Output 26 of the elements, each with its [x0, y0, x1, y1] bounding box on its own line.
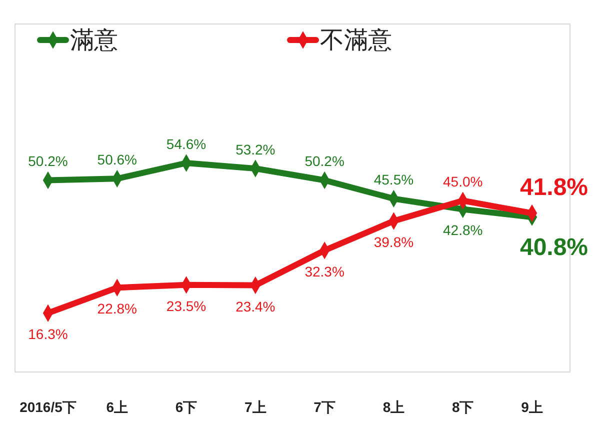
data-label: 40.8% — [520, 234, 588, 262]
data-label: 42.8% — [443, 222, 483, 238]
x-tick-label: 6下 — [175, 399, 198, 415]
data-label: 45.5% — [374, 172, 414, 188]
data-label: 45.0% — [443, 174, 483, 190]
data-label: 50.2% — [304, 153, 344, 170]
x-tick-label: 7上 — [244, 399, 266, 415]
x-tick-label: 6上 — [106, 399, 128, 415]
data-label: 22.8% — [97, 300, 137, 317]
legend-label: 不滿意 — [320, 27, 392, 54]
data-label: 23.4% — [236, 298, 276, 314]
data-label: 50.2% — [28, 153, 68, 170]
data-label: 32.3% — [304, 263, 344, 280]
data-label: 41.8% — [520, 174, 588, 202]
x-tick-label: 8下 — [452, 399, 474, 415]
x-tick-label: 8上 — [382, 399, 405, 415]
legend-label: 滿意 — [70, 27, 118, 54]
data-label: 50.6% — [97, 152, 137, 168]
x-tick-label: 9上 — [521, 399, 543, 415]
x-tick-label: 7下 — [314, 399, 336, 415]
data-label: 53.2% — [236, 141, 276, 158]
data-label: 39.8% — [374, 234, 414, 250]
data-label: 23.5% — [166, 298, 206, 314]
x-tick-label: 2016/5下 — [20, 399, 76, 415]
data-label: 54.6% — [166, 136, 206, 152]
data-label: 16.3% — [28, 326, 68, 342]
